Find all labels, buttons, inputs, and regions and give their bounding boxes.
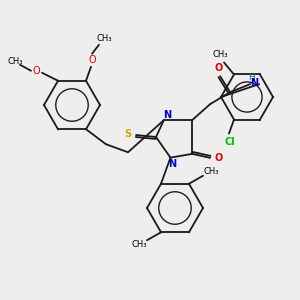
Text: CH₃: CH₃ bbox=[131, 240, 147, 249]
Text: CH₃: CH₃ bbox=[7, 57, 23, 66]
Text: H: H bbox=[248, 73, 254, 82]
Text: O: O bbox=[214, 153, 222, 163]
Text: N: N bbox=[163, 110, 171, 120]
Text: N: N bbox=[168, 159, 176, 169]
Text: O: O bbox=[88, 55, 96, 65]
Text: CH₃: CH₃ bbox=[212, 50, 228, 59]
Text: CH₃: CH₃ bbox=[203, 167, 219, 176]
Text: S: S bbox=[124, 129, 132, 139]
Text: CH₃: CH₃ bbox=[96, 34, 112, 43]
Text: O: O bbox=[32, 66, 40, 76]
Text: O: O bbox=[214, 63, 222, 73]
Text: N: N bbox=[250, 78, 258, 88]
Text: Cl: Cl bbox=[225, 136, 236, 146]
